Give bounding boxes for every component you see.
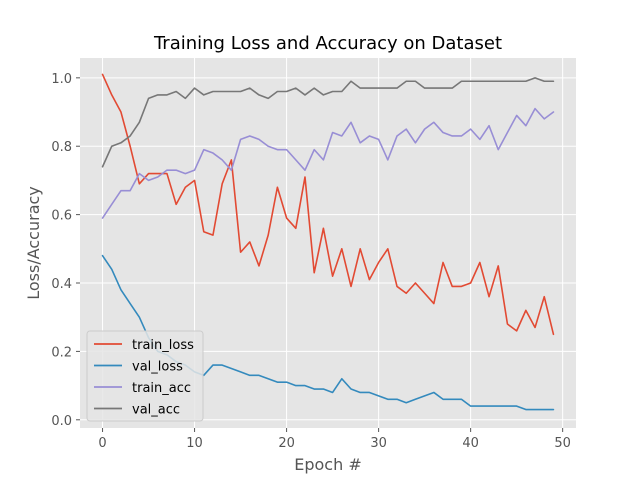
x-tick-label: 20 — [278, 436, 295, 451]
legend: train_loss val_loss train_acc val_acc — [86, 330, 204, 422]
legend-entry-train-loss: train_loss — [132, 338, 194, 353]
y-tick-label: 1.0 — [51, 72, 72, 87]
y-tick-label: 0.2 — [51, 345, 72, 360]
x-tick-label: 0 — [98, 436, 106, 451]
x-tick-label: 30 — [370, 436, 387, 451]
series-line-val-acc — [101, 77, 555, 168]
legend-entry-val-loss: val_loss — [132, 360, 183, 375]
x-axis-label: Epoch # — [294, 455, 361, 474]
x-tick-label: 50 — [554, 436, 571, 451]
y-tick-label: 0.4 — [51, 277, 72, 292]
series-line-train-loss — [101, 73, 555, 336]
legend-entry-train-acc: train_acc — [132, 381, 191, 396]
series-line-train-acc — [101, 107, 555, 219]
y-tick-label: 0.8 — [51, 140, 72, 155]
chart-title: Training Loss and Accuracy on Dataset — [153, 33, 502, 54]
y-tick-label: 0.6 — [51, 209, 72, 224]
y-tick-label: 0.0 — [51, 414, 72, 429]
tick-marks: 0 10 20 30 40 50 0.0 0.2 0.4 0.6 0.8 1.0 — [51, 72, 571, 451]
legend-entry-val-acc: val_acc — [132, 403, 180, 418]
x-tick-label: 10 — [186, 436, 203, 451]
x-tick-label: 40 — [462, 436, 479, 451]
y-axis-label: Loss/Accuracy — [24, 186, 43, 300]
legend-box — [86, 330, 204, 422]
